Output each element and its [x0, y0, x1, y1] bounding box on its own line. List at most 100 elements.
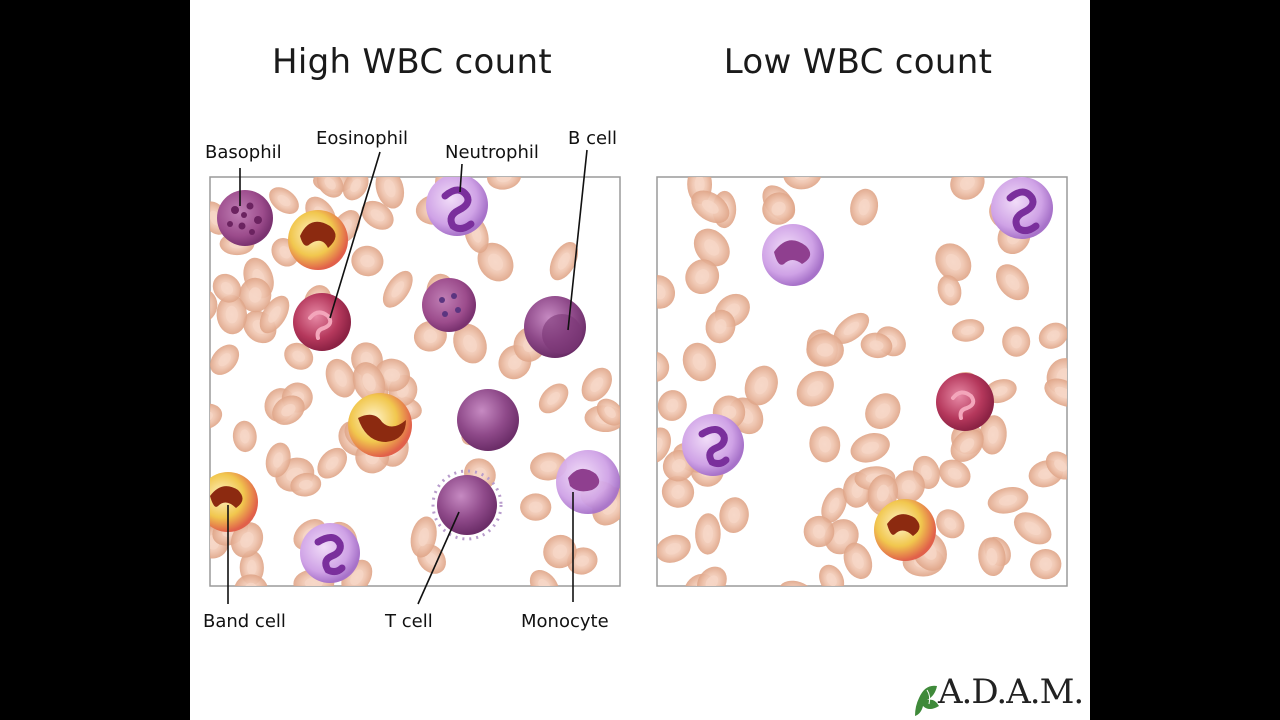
- red-blood-cell-center: [281, 403, 296, 417]
- red-blood-cell-center: [960, 325, 976, 335]
- red-blood-cell: [234, 574, 268, 586]
- granulocyte-cell: [422, 278, 476, 332]
- red-blood-cell-center: [666, 398, 679, 413]
- low-monocyte-cell: [762, 224, 824, 286]
- red-blood-cell-center: [959, 177, 975, 191]
- red-blood-cell-center: [714, 319, 727, 334]
- red-blood-cell-center: [277, 194, 291, 207]
- red-blood-cell-center: [818, 436, 831, 453]
- red-blood-cell-center: [239, 429, 250, 444]
- red-blood-cell: [657, 427, 671, 464]
- red-blood-cell-center: [225, 305, 238, 324]
- red-blood-cell-center: [788, 586, 807, 600]
- red-blood-cell-center: [807, 381, 824, 397]
- red-blood-cell-center: [350, 569, 364, 586]
- red-blood-cell-center: [671, 459, 686, 473]
- red-blood-cell-center: [384, 368, 401, 382]
- red-blood-cell-center: [828, 497, 840, 514]
- red-blood-cell-center: [987, 426, 999, 444]
- b-cell-leader: [567, 149, 588, 331]
- red-blood-cell-center: [671, 484, 685, 499]
- red-blood-cell-center: [858, 198, 870, 216]
- red-blood-cell-center: [702, 524, 714, 544]
- red-blood-cell-center: [508, 354, 522, 370]
- red-blood-cell-center: [325, 456, 339, 470]
- red-blood-cell-center: [704, 239, 720, 256]
- red-blood-cell-center: [657, 284, 666, 300]
- monocyte-label: Monocyte: [521, 611, 609, 632]
- eosinophil-leader: [329, 151, 381, 319]
- t-cell-leader: [417, 511, 460, 605]
- low-wbc-title: Low WBC count: [723, 42, 993, 82]
- red-blood-cell-center: [218, 353, 231, 367]
- red-blood-cell-center: [826, 573, 837, 586]
- red-blood-cell-center: [423, 329, 438, 344]
- red-blood-cell-center: [834, 529, 849, 545]
- red-blood-cell-center: [279, 246, 291, 259]
- red-blood-cell-center: [869, 340, 884, 351]
- red-blood-cell-center: [998, 494, 1018, 506]
- red-blood-cell-center: [843, 321, 860, 336]
- red-blood-cell-center: [694, 177, 705, 194]
- eosinophil-cell: [293, 293, 351, 351]
- red-blood-cell-center: [496, 177, 512, 183]
- slide: High WBC count Low WBC count Basophil Eo…: [190, 0, 1090, 720]
- eosinophil-label: Eosinophil: [316, 128, 409, 149]
- red-blood-cell-center: [268, 306, 281, 323]
- low-eosinophil-cell: [936, 373, 994, 431]
- red-blood-cell-center: [298, 479, 313, 490]
- red-blood-cell-center: [665, 543, 682, 555]
- red-blood-cell-center: [1054, 459, 1067, 472]
- red-blood-cell-center: [1010, 334, 1022, 349]
- red-blood-cell-center: [1024, 521, 1041, 536]
- low-neutrophil-cell-top: [991, 177, 1053, 239]
- red-blood-cell-center: [540, 460, 557, 473]
- red-blood-cell-center: [812, 524, 826, 539]
- lymphocyte-cell: [457, 389, 519, 451]
- red-blood-cell-center: [360, 254, 375, 268]
- red-blood-cell-center: [575, 555, 590, 567]
- red-blood-cell-center: [246, 559, 257, 576]
- t-cell: [431, 469, 503, 541]
- red-blood-cell-center: [728, 507, 741, 524]
- red-blood-cell-center: [695, 269, 710, 285]
- red-blood-cell: [210, 403, 223, 430]
- leaf-icon: [915, 685, 939, 716]
- red-blood-cell-center: [350, 178, 362, 193]
- red-blood-cell-center: [771, 201, 786, 216]
- red-blood-cell-center: [705, 575, 719, 586]
- red-blood-cell-center: [590, 377, 604, 393]
- red-blood-cell-center: [273, 452, 284, 468]
- red-blood-cell-center: [992, 386, 1008, 396]
- t-cell-label: T cell: [385, 611, 433, 632]
- red-blood-cell-center: [547, 391, 561, 405]
- neutrophil-cell: [426, 177, 488, 236]
- red-blood-cell-center: [292, 350, 306, 362]
- high-wbc-title: High WBC count: [272, 42, 552, 82]
- red-blood-cell-center: [384, 179, 396, 198]
- neutrophil-label: Neutrophil: [445, 142, 539, 163]
- red-blood-cell-center: [370, 209, 385, 222]
- low-band-cell: [874, 499, 936, 561]
- band-cell-top: [288, 210, 348, 270]
- band-cell-middle: [348, 393, 412, 457]
- red-blood-cell-center: [487, 253, 504, 271]
- band-cell-label: Band cell: [203, 611, 286, 632]
- red-blood-cell-center: [944, 283, 955, 298]
- red-blood-cell-center: [816, 343, 834, 357]
- red-blood-cell-center: [1046, 330, 1060, 342]
- red-blood-cell-center: [944, 517, 957, 531]
- red-blood-cell-center: [692, 353, 707, 371]
- red-blood-cell-center: [1054, 386, 1067, 399]
- red-blood-cell-center: [463, 334, 477, 353]
- red-blood-cell-center: [947, 467, 962, 480]
- adam-logo: A.D.A.M.: [938, 672, 1084, 712]
- red-blood-cell-center: [901, 479, 916, 494]
- neutrophil-leader: [459, 163, 463, 193]
- red-blood-cell-center: [220, 281, 234, 295]
- red-blood-cell-center: [721, 405, 737, 420]
- red-blood-cell-center: [657, 437, 663, 454]
- red-blood-cell: [783, 177, 822, 190]
- neutrophil-cell-bottom: [300, 523, 360, 583]
- red-blood-cell-center: [754, 376, 769, 395]
